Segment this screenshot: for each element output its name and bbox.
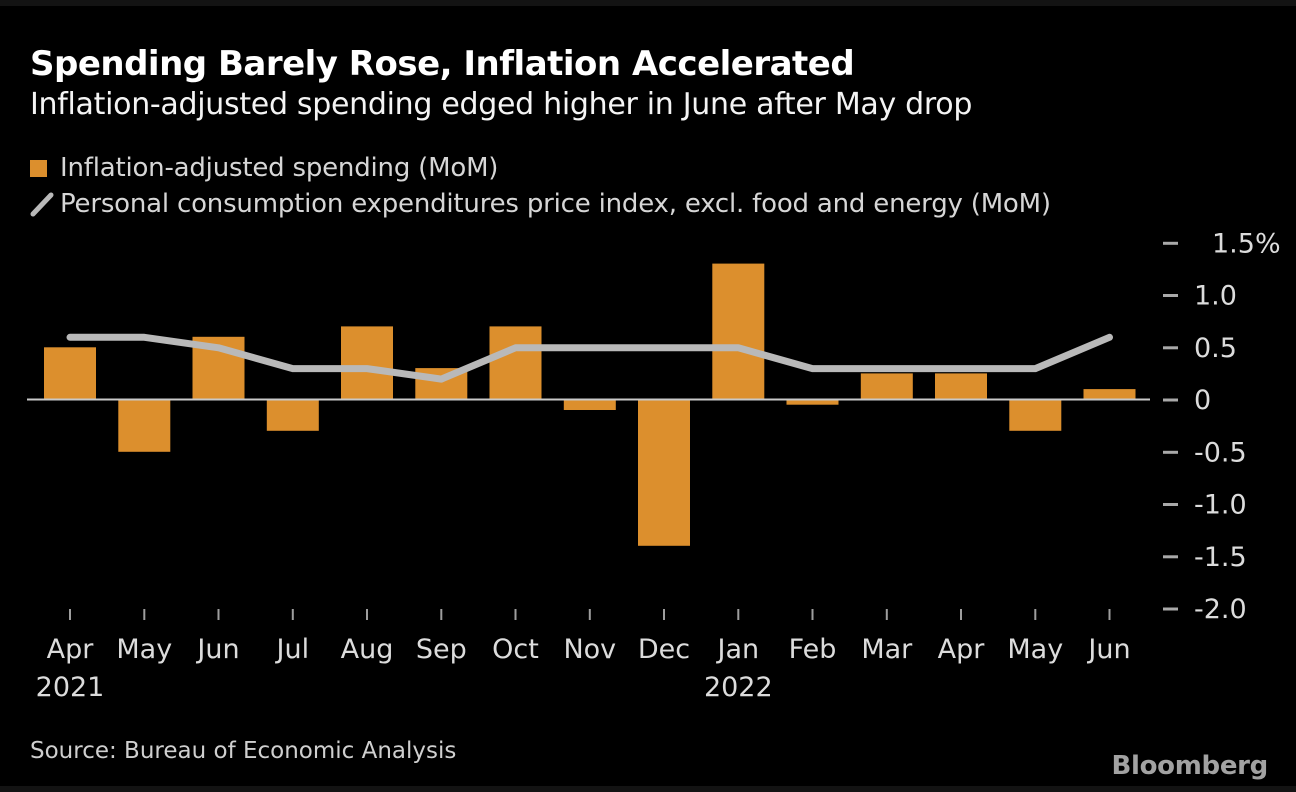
bloomberg-logo: Bloomberg [1111,751,1268,781]
bar-jan-9 [712,263,765,400]
y-tick-dash-4 [1163,450,1178,454]
bar-dec-8 [638,399,690,546]
x-label-dec-8: Dec [638,634,690,665]
x-label-sep-5: Sep [416,634,467,665]
x-label-nov-7: Nov [563,634,616,665]
x-label-aug-4: Aug [341,634,394,665]
x-label-apr-12: Apr [938,634,986,665]
legend: Inflation-adjusted spending (MoM) Person… [30,150,1051,222]
y-tick-dash-1 [1163,294,1178,297]
y-tick-label-1: 1.0 [1194,281,1237,312]
y-tick-label-2: 0.5 [1194,333,1237,364]
x-label-apr-0: Apr [47,634,95,665]
bar-jul-3 [266,399,319,431]
y-tick-dash-0 [1163,241,1178,245]
y-tick-label-5: -1.0 [1194,490,1247,521]
chart-subtitle: Inflation-adjusted spending edged higher… [30,87,973,122]
pce-legend-label: Personal consumption expenditures price … [60,189,1051,219]
y-tick-label-6: -1.5 [1194,542,1247,573]
legend-row-pce: Personal consumption expenditures price … [30,186,1051,222]
source-note: Source: Bureau of Economic Analysis [30,738,457,764]
x-label-may-13: May [1007,634,1063,665]
x-label-oct-6: Oct [492,634,539,665]
bottom-edge-strip [0,786,1296,792]
legend-row-spending: Inflation-adjusted spending (MoM) [30,150,1051,186]
y-tick-dash-6 [1163,555,1178,559]
y-tick-label-0: 1.5% [1212,228,1281,259]
x-label-jul-3: Jul [275,634,310,665]
x-label-feb-10: Feb [789,634,837,665]
pce-price-index-line [66,333,1113,383]
chart-title: Spending Barely Rose, Inflation Accelera… [30,44,855,84]
bar-apr-0 [44,347,96,400]
spending-legend-label: Inflation-adjusted spending (MoM) [60,153,499,183]
year-label-2021: 2021 [36,672,105,703]
bar-may-1 [118,399,171,452]
y-tick-dash-2 [1163,346,1178,350]
y-tick-dash-5 [1163,503,1178,506]
year-label-2022: 2022 [704,672,773,703]
x-label-mar-11: Mar [861,634,913,665]
bar-mar-11 [860,373,913,400]
x-label-may-1: May [116,634,172,665]
top-edge-strip [0,0,1296,6]
y-tick-label-3: 0 [1194,385,1211,416]
bar-oct-6 [489,326,542,400]
spending-legend-swatch [30,159,47,177]
x-label-jan-9: Jan [715,634,759,665]
bar-apr-12 [935,373,987,400]
bar-may-13 [1009,399,1062,431]
y-tick-dash-3 [1163,398,1178,402]
x-label-jun-2: Jun [195,634,239,665]
bar-feb-10 [786,399,839,405]
line-legend-slash-icon [30,191,54,217]
y-tick-label-4: -0.5 [1194,437,1247,468]
bar-aug-4 [341,326,393,400]
y-tick-label-7: -2.0 [1194,594,1247,625]
bar-jun-14 [1083,389,1136,400]
y-tick-dash-7 [1163,607,1178,611]
x-label-jun-14: Jun [1086,634,1130,665]
bar-nov-7 [563,399,616,410]
